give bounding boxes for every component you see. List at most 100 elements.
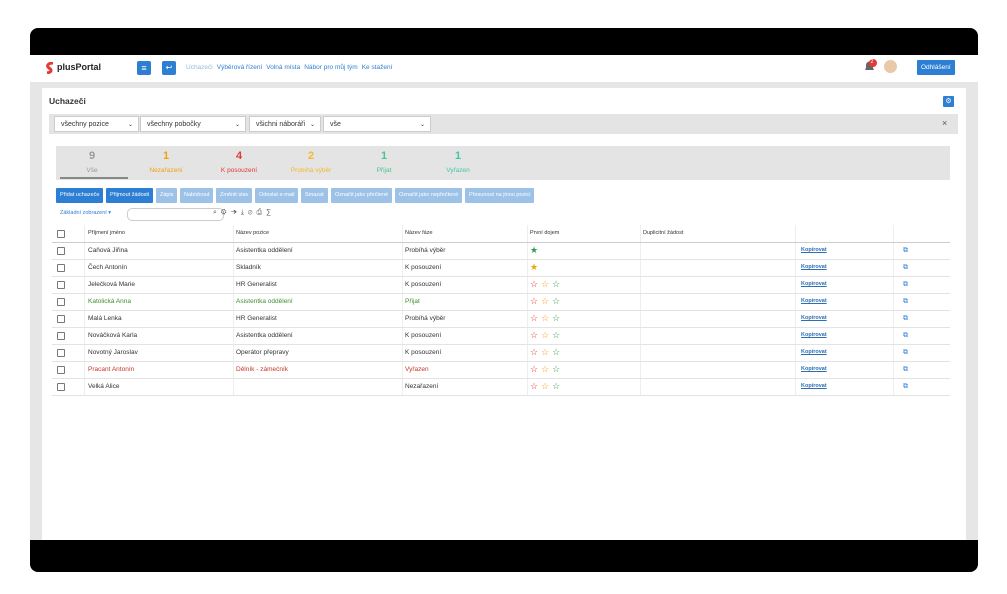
stat-count[interactable]: 1 xyxy=(380,150,388,162)
action-button[interactable]: Změnit stav xyxy=(216,188,253,203)
bell[interactable] xyxy=(862,58,878,74)
view-select[interactable]: Základní zobrazení ▾ xyxy=(60,210,112,216)
stat-label[interactable]: Vyřazen xyxy=(446,167,470,174)
rating[interactable]: ☆☆☆ xyxy=(530,381,564,391)
filter-select[interactable]: všechny pozice ⌄ xyxy=(54,116,139,132)
candidate-name[interactable]: Nováčková Karla xyxy=(88,332,138,339)
copy-link[interactable]: Kopírovat xyxy=(801,332,827,338)
stat-count[interactable]: 1 xyxy=(454,150,462,162)
filter-select[interactable]: všechny pobočky ⌄ xyxy=(140,116,246,132)
stats-bar xyxy=(56,146,950,180)
checkbox[interactable] xyxy=(57,349,65,357)
logout-button[interactable]: Odhlášení xyxy=(917,60,955,75)
column-header[interactable]: První dojem xyxy=(530,230,560,236)
rating[interactable]: ☆☆☆ xyxy=(530,364,564,374)
rating[interactable]: ☆☆☆ xyxy=(530,313,564,323)
rating[interactable]: ☆☆☆ xyxy=(530,347,564,357)
action-button[interactable]: Přijmout žádosti xyxy=(106,188,154,203)
search-input[interactable] xyxy=(127,208,224,221)
settings-button[interactable]: ⚙ xyxy=(943,96,954,107)
checkbox[interactable] xyxy=(57,366,65,374)
action-button[interactable]: Odeslat e-mail xyxy=(255,188,299,203)
stat-label[interactable]: Probíhá výběr xyxy=(290,167,332,174)
stat-count[interactable]: 2 xyxy=(307,150,315,162)
column-header[interactable]: Název fáze xyxy=(405,230,433,236)
close-filter[interactable]: × xyxy=(942,118,948,128)
open-icon[interactable]: ⧉ xyxy=(903,264,908,271)
menu-button[interactable]: ≡ xyxy=(137,61,151,75)
checkbox[interactable] xyxy=(57,298,65,306)
copy-link[interactable]: Kopírovat xyxy=(801,298,827,304)
checkbox[interactable] xyxy=(57,315,65,323)
open-icon[interactable]: ⧉ xyxy=(903,298,908,305)
nav-link[interactable]: Uchazeči xyxy=(186,64,213,71)
candidate-name[interactable]: Novotný Jaroslav xyxy=(88,349,138,356)
stats-underline xyxy=(60,177,128,179)
column-header[interactable]: Název pozice xyxy=(236,230,270,236)
checkbox[interactable] xyxy=(57,247,65,255)
checkbox[interactable] xyxy=(57,264,65,272)
open-icon[interactable]: ⧉ xyxy=(903,281,908,288)
filter-select[interactable]: vše ⌄ xyxy=(323,116,431,132)
stat-label[interactable]: Nezařazení xyxy=(149,167,183,174)
row-line xyxy=(52,310,950,311)
rating[interactable]: ☆☆☆ xyxy=(530,279,564,289)
view-label: Základní zobrazení xyxy=(60,210,107,216)
nav-link[interactable]: Nábor pro můj tým xyxy=(304,64,358,71)
row-line xyxy=(52,242,950,243)
candidate-name[interactable]: Pracant Antonín xyxy=(88,366,135,373)
filter-value: všechny pobočky xyxy=(147,121,201,128)
stat-label[interactable]: K posouzení xyxy=(220,167,258,174)
rating[interactable]: ★ xyxy=(530,262,542,272)
nav-link[interactable]: Volná místa xyxy=(266,64,301,71)
nav-link[interactable]: Výběrová řízení xyxy=(216,64,263,71)
checkbox[interactable] xyxy=(57,332,65,340)
candidate-name[interactable]: Caňová Jiřina xyxy=(88,247,128,254)
action-button[interactable]: Přesunout na jinou pozici xyxy=(465,188,535,203)
stat-count[interactable]: 1 xyxy=(162,150,170,162)
avatar[interactable] xyxy=(884,60,897,73)
checkbox[interactable] xyxy=(57,281,65,289)
action-button[interactable]: Zápis xyxy=(156,188,178,203)
rating[interactable]: ☆☆☆ xyxy=(530,330,564,340)
column-header[interactable]: Příjmení jméno xyxy=(88,230,125,236)
checkbox[interactable] xyxy=(57,230,65,238)
candidate-name[interactable]: Malá Lenka xyxy=(88,315,122,322)
rating[interactable]: ☆☆☆ xyxy=(530,296,564,306)
stat-count[interactable]: 9 xyxy=(88,150,96,162)
candidate-name[interactable]: Velká Alice xyxy=(88,383,120,390)
copy-link[interactable]: Kopírovat xyxy=(801,349,827,355)
copy-link[interactable]: Kopírovat xyxy=(801,383,827,389)
open-icon[interactable]: ⧉ xyxy=(903,315,908,322)
action-button[interactable]: Přidat uchazeče xyxy=(56,188,104,203)
stat-label[interactable]: Vše xyxy=(86,167,98,174)
stat-label[interactable]: Přijat xyxy=(376,167,392,174)
caret: ⌄ xyxy=(234,122,240,128)
copy-link[interactable]: Kopírovat xyxy=(801,281,827,287)
open-icon[interactable]: ⧉ xyxy=(903,366,908,373)
candidate-name[interactable]: Jelečková Marie xyxy=(88,281,135,288)
open-icon[interactable]: ⧉ xyxy=(903,332,908,339)
open-icon[interactable]: ⧉ xyxy=(903,383,908,390)
stat-count[interactable]: 4 xyxy=(235,150,243,162)
open-icon[interactable]: ⧉ xyxy=(903,247,908,254)
back-button[interactable]: ↩ xyxy=(162,61,176,75)
action-button[interactable]: Označit jako přečtené xyxy=(331,188,393,203)
column-header[interactable]: Duplicitní žádost xyxy=(643,230,684,236)
nav-link[interactable]: Ke stažení xyxy=(361,64,393,71)
action-button[interactable]: Označit jako nepřečtené xyxy=(395,188,463,203)
checkbox[interactable] xyxy=(57,383,65,391)
action-button[interactable]: Nabídnout xyxy=(180,188,214,203)
copy-link[interactable]: Kopírovat xyxy=(801,247,827,253)
action-button[interactable]: Smazat xyxy=(301,188,328,203)
copy-link[interactable]: Kopírovat xyxy=(801,366,827,372)
candidate-name[interactable]: Katolická Anna xyxy=(88,298,132,305)
copy-link[interactable]: Kopírovat xyxy=(801,264,827,270)
candidate-name[interactable]: Čech Antonín xyxy=(88,264,128,271)
filter-select[interactable]: všichni náboráři ⌄ xyxy=(249,116,321,132)
toolbar-icons[interactable]: ⌕⚙➔⤓⊘⎙∑ xyxy=(213,209,276,216)
copy-link[interactable]: Kopírovat xyxy=(801,315,827,321)
open-icon[interactable]: ⧉ xyxy=(903,349,908,356)
rating[interactable]: ★ xyxy=(530,245,542,255)
row-line xyxy=(52,276,950,277)
